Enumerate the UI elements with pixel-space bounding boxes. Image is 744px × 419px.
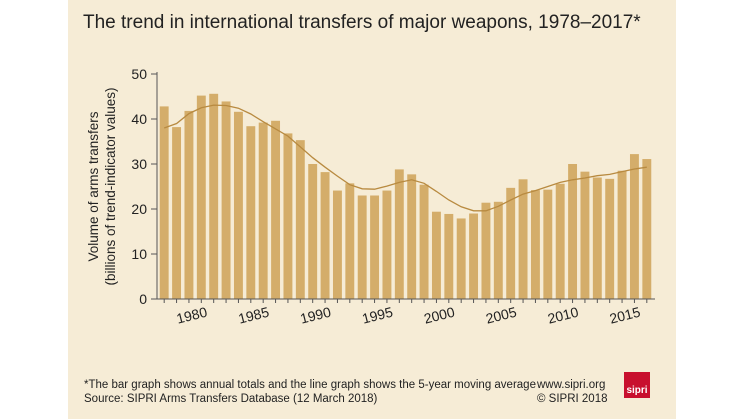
y-tick-label: 40 xyxy=(131,111,147,127)
bar xyxy=(209,93,219,299)
bar xyxy=(431,211,441,299)
bar xyxy=(456,218,466,299)
bar xyxy=(394,169,404,299)
bar xyxy=(617,170,627,299)
bar xyxy=(159,106,169,300)
y-axis-label-line: (billions of trend-indicator values) xyxy=(103,87,118,285)
bar xyxy=(283,133,293,299)
bar xyxy=(308,164,318,299)
bar xyxy=(258,122,268,299)
footnote: *The bar graph shows annual totals and t… xyxy=(84,379,536,391)
bar xyxy=(357,195,367,299)
bar xyxy=(444,213,454,299)
bar xyxy=(493,201,503,299)
x-axis-ticks: 1980 1985 1990 1995 2000 2005 2010 2015 xyxy=(163,299,648,327)
bar xyxy=(233,111,243,299)
bar xyxy=(320,172,330,299)
y-axis-ticks: 0 10 20 30 40 50 xyxy=(131,66,158,307)
bar xyxy=(568,164,578,299)
bar xyxy=(172,127,182,299)
bar xyxy=(221,101,231,299)
x-tick-label: 2005 xyxy=(484,304,518,327)
copyright-text: © SIPRI 2018 xyxy=(537,393,608,405)
source-text: Source: SIPRI Arms Transfers Database (1… xyxy=(84,393,378,405)
bar xyxy=(382,190,392,299)
bar xyxy=(543,189,553,299)
y-tick-label: 30 xyxy=(131,156,147,172)
bar xyxy=(592,177,602,299)
x-tick-label: 2000 xyxy=(422,304,456,327)
x-tick-label: 2015 xyxy=(608,304,642,327)
bar xyxy=(481,202,491,299)
moving-average-line xyxy=(163,104,647,212)
bar xyxy=(332,190,342,299)
y-tick-label: 0 xyxy=(139,291,147,307)
bars xyxy=(159,93,652,300)
x-tick-label: 1980 xyxy=(175,304,209,327)
y-tick-label: 20 xyxy=(131,201,147,217)
x-tick-label: 1985 xyxy=(237,304,271,327)
bar xyxy=(555,183,565,299)
bar xyxy=(629,154,639,299)
bar xyxy=(580,171,590,299)
x-tick-label: 1990 xyxy=(298,304,332,327)
y-axis-label-line: Volume of arms transfers xyxy=(86,111,101,261)
bar xyxy=(370,195,380,299)
bar xyxy=(345,183,355,299)
bar xyxy=(518,179,528,299)
sipri-logo: sipri xyxy=(624,372,650,398)
website-link[interactable]: www.sipri.org xyxy=(537,379,606,391)
bar xyxy=(271,120,281,299)
chart-title: The trend in international transfers of … xyxy=(83,12,641,33)
bar xyxy=(642,159,652,299)
bar xyxy=(419,184,429,299)
x-tick-label: 1995 xyxy=(360,304,394,327)
bar xyxy=(295,140,305,299)
chart-area: Volume of arms transfers (billions of tre… xyxy=(86,66,655,327)
x-tick-label: 2010 xyxy=(546,304,580,327)
y-tick-label: 50 xyxy=(131,66,147,82)
bar xyxy=(407,174,417,299)
y-axis-label: Volume of arms transfers (billions of tre… xyxy=(86,87,118,285)
bar xyxy=(184,110,194,300)
bar xyxy=(506,187,516,299)
bar xyxy=(605,178,615,299)
y-tick-label: 10 xyxy=(131,246,147,262)
bar xyxy=(246,126,256,299)
bar xyxy=(469,213,479,299)
bar xyxy=(530,190,540,299)
bar xyxy=(196,95,206,299)
